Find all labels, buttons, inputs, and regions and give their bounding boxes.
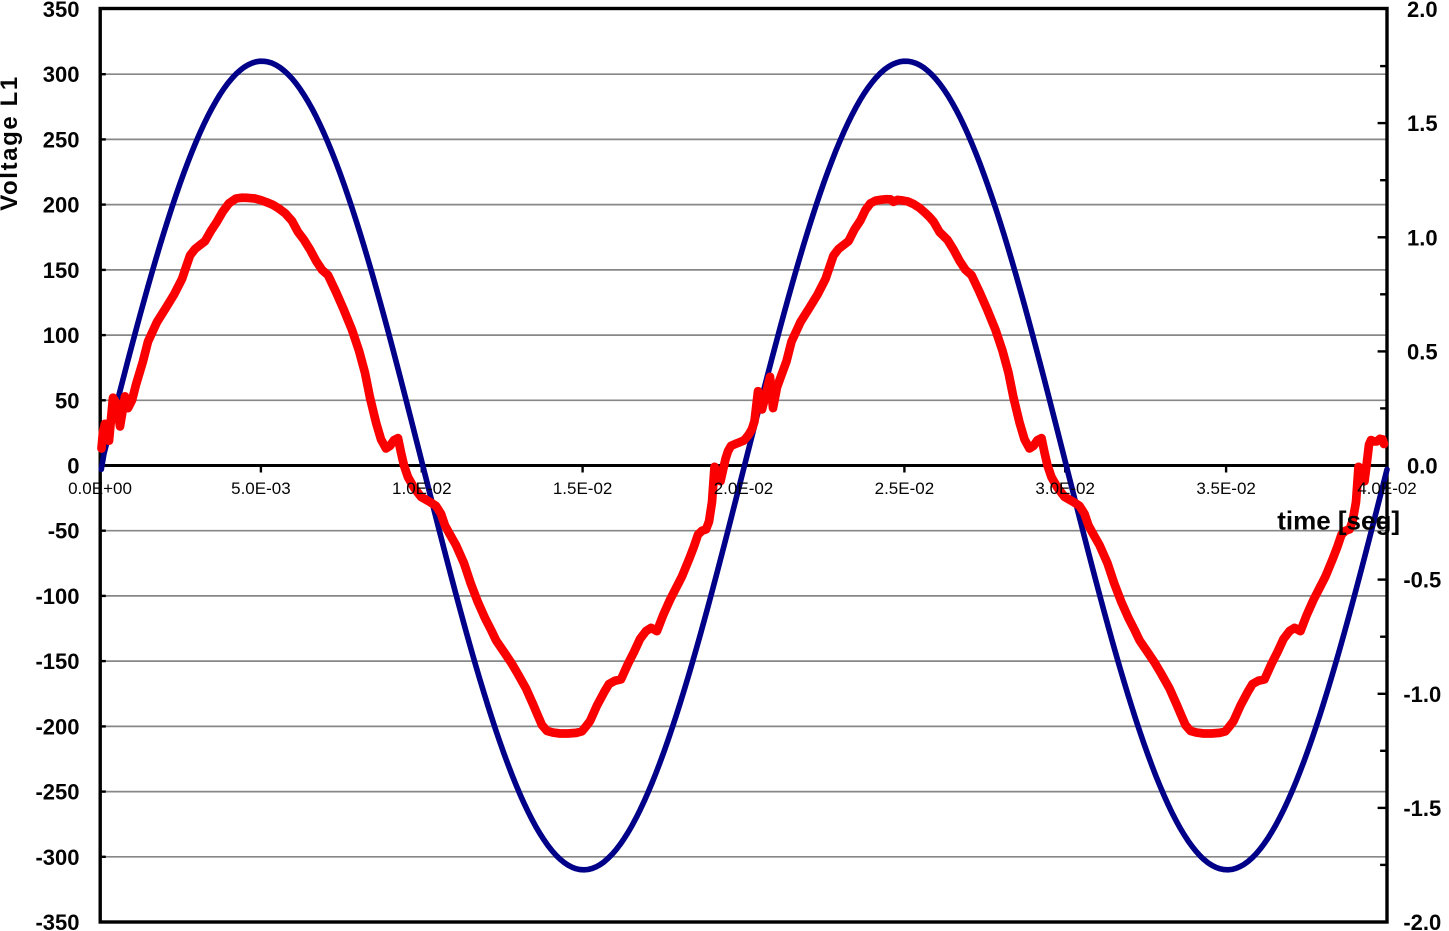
svg-text:-1.5: -1.5 <box>1403 796 1441 821</box>
svg-text:100: 100 <box>43 323 80 348</box>
svg-text:-100: -100 <box>35 584 79 609</box>
svg-text:0.0: 0.0 <box>1407 454 1438 479</box>
svg-text:0: 0 <box>67 454 79 479</box>
svg-text:50: 50 <box>55 388 79 413</box>
svg-text:200: 200 <box>43 193 80 218</box>
svg-text:-0.5: -0.5 <box>1403 568 1441 593</box>
svg-text:4.0E-02: 4.0E-02 <box>1357 479 1417 498</box>
svg-text:150: 150 <box>43 258 80 283</box>
svg-text:2.0E-02: 2.0E-02 <box>714 479 774 498</box>
svg-text:0.5: 0.5 <box>1407 339 1438 364</box>
svg-text:1.0E-02: 1.0E-02 <box>392 479 452 498</box>
svg-text:-200: -200 <box>35 714 79 739</box>
svg-text:-150: -150 <box>35 649 79 674</box>
svg-text:3.0E-02: 3.0E-02 <box>1035 479 1095 498</box>
svg-text:5.0E-03: 5.0E-03 <box>231 479 291 498</box>
svg-text:250: 250 <box>43 127 80 152</box>
svg-text:-1.0: -1.0 <box>1403 682 1441 707</box>
svg-text:-300: -300 <box>35 845 79 870</box>
svg-text:2.5E-02: 2.5E-02 <box>875 479 935 498</box>
svg-text:-250: -250 <box>35 780 79 805</box>
svg-text:3.5E-02: 3.5E-02 <box>1196 479 1256 498</box>
svg-text:2.0: 2.0 <box>1407 0 1438 22</box>
svg-text:-350: -350 <box>35 910 79 931</box>
svg-text:1.0: 1.0 <box>1407 225 1438 250</box>
svg-text:time [seg]: time [seg] <box>1277 506 1400 536</box>
svg-text:-50: -50 <box>48 519 80 544</box>
svg-text:300: 300 <box>43 62 80 87</box>
svg-text:-2.0: -2.0 <box>1403 910 1441 931</box>
svg-text:350: 350 <box>43 0 80 22</box>
svg-text:0.0E+00: 0.0E+00 <box>68 479 132 498</box>
svg-text:Voltage L1: Voltage L1 <box>0 75 23 211</box>
svg-text:1.5E-02: 1.5E-02 <box>553 479 613 498</box>
svg-text:1.5: 1.5 <box>1407 111 1438 136</box>
